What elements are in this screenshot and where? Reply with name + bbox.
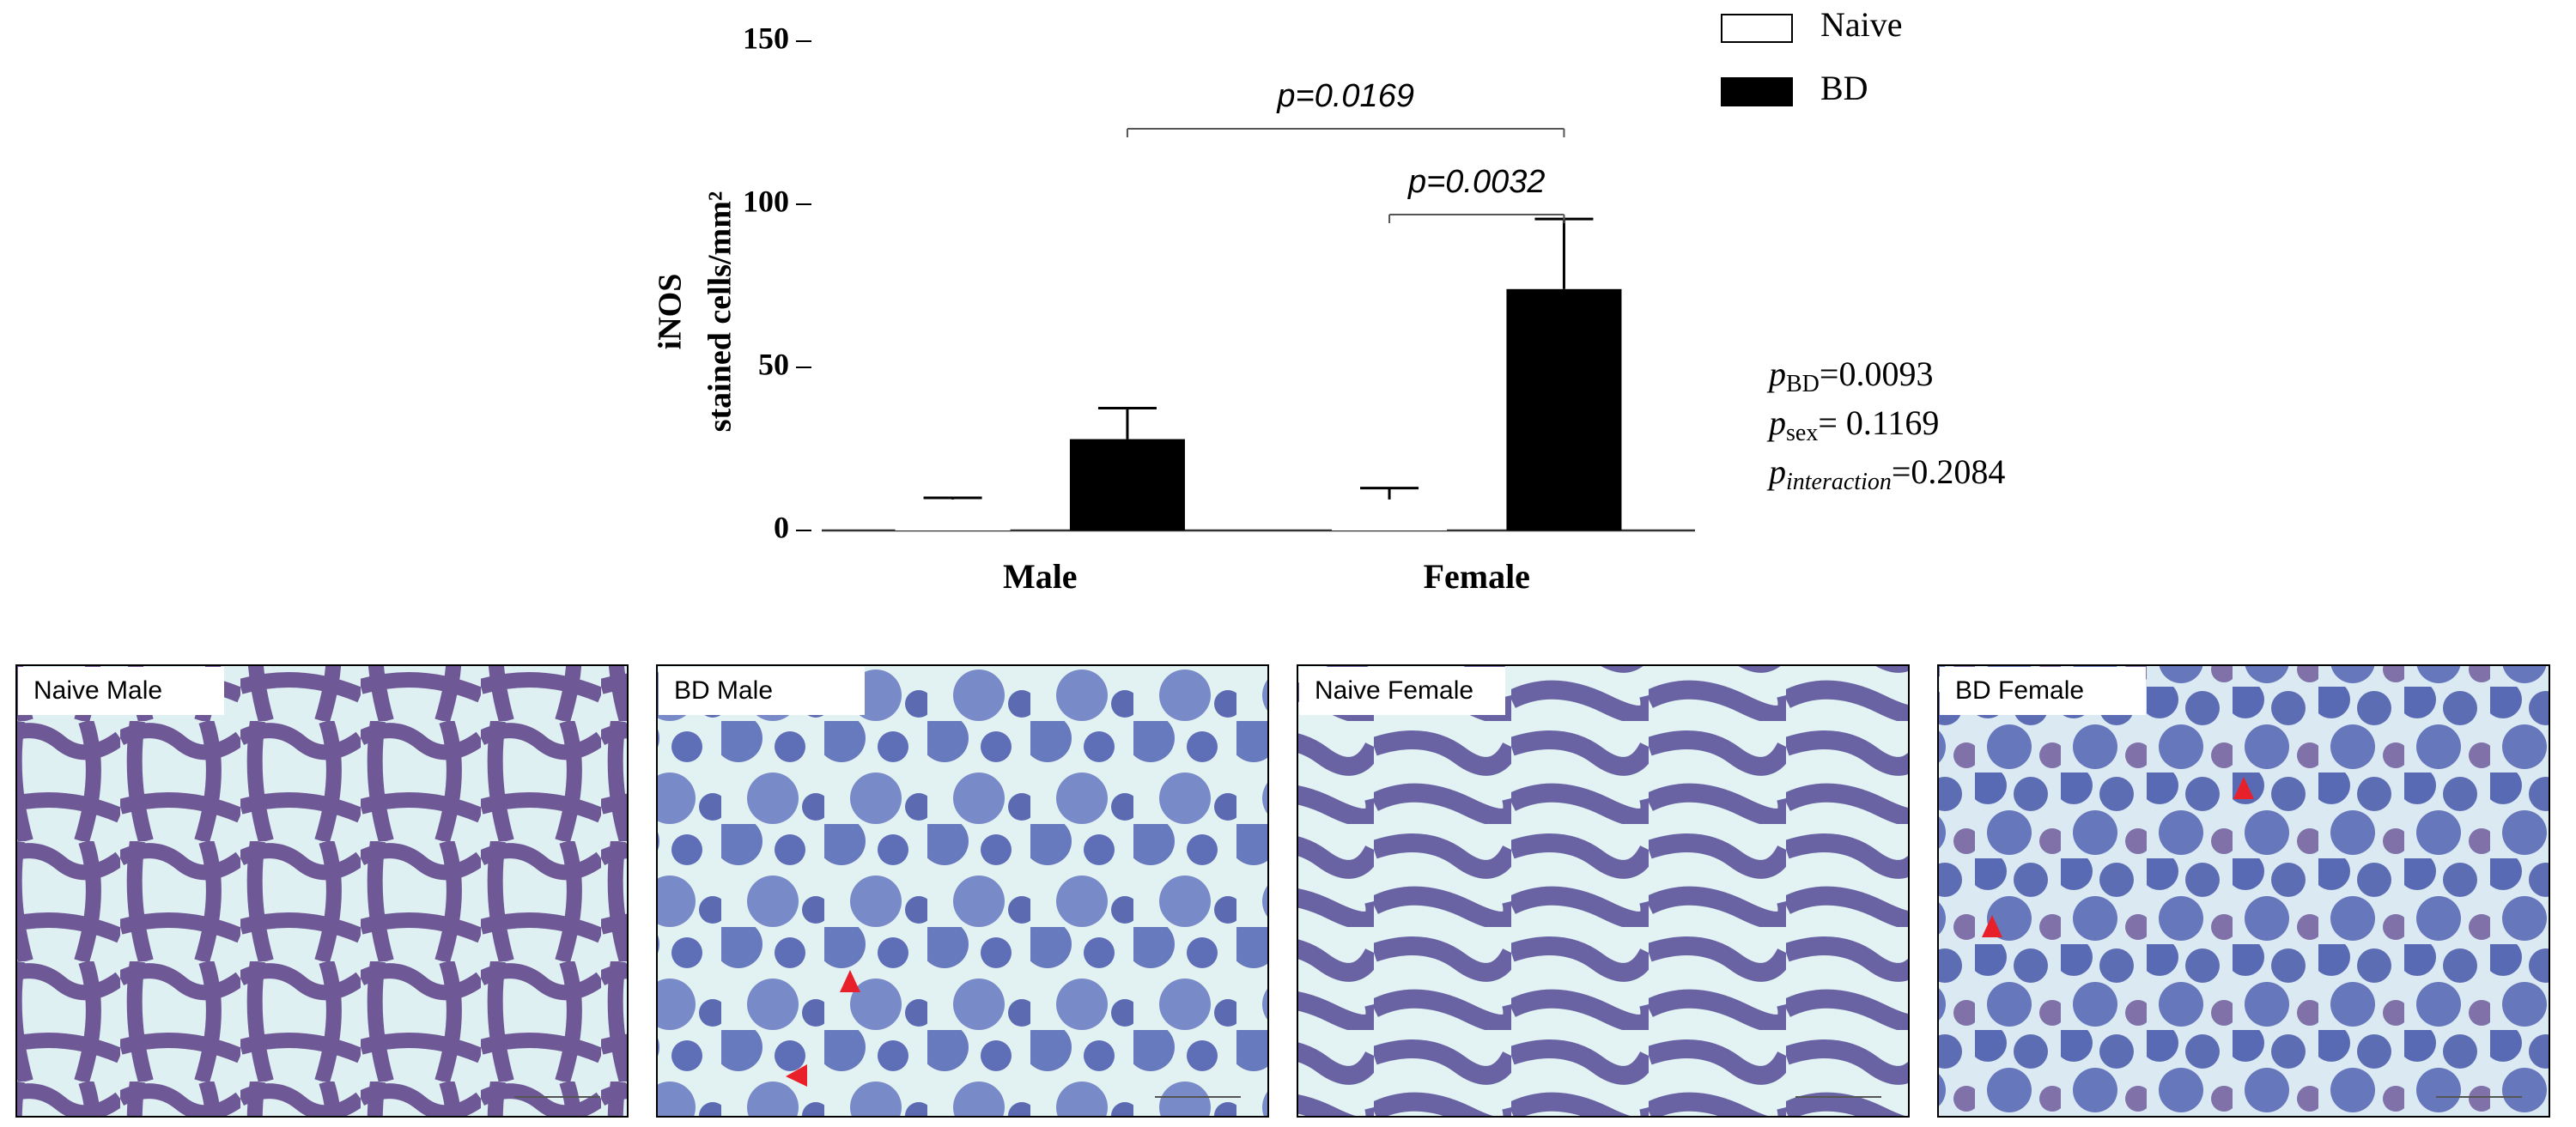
legend-swatch (1721, 77, 1793, 106)
stat-line: pinteraction=0.2084 (1766, 452, 2005, 495)
y-axis-label: stained cells/mm² (702, 191, 738, 433)
arrowhead (786, 1064, 807, 1087)
bar (1332, 499, 1448, 530)
significance-bracket: p=0.0032 (1388, 164, 1565, 223)
x-tick-label: Female (1424, 557, 1530, 596)
stat-subscript: sex (1786, 420, 1818, 446)
micrograph (1937, 664, 2550, 1118)
error-bar (1097, 407, 1157, 439)
arrowhead (840, 970, 860, 992)
stat-subscript: interaction (1786, 469, 1892, 495)
panel-label: BD Male (674, 676, 773, 705)
stat-symbol: p (1766, 452, 1786, 491)
panel-label-box (659, 667, 865, 715)
panel-label: BD Female (1955, 676, 2084, 705)
arrowhead (2233, 777, 2254, 799)
y-tick-label: 50 (758, 347, 789, 381)
stat-symbol: p (1766, 354, 1786, 393)
bar (895, 499, 1011, 530)
stat-line: psex= 0.1169 (1766, 403, 1939, 446)
significance-bracket: p=0.0169 (1126, 78, 1565, 137)
x-tick-label: Male (1003, 557, 1078, 596)
p-value: p=0.0032 (1407, 164, 1546, 200)
arrowhead (1982, 915, 2002, 937)
stat-value: =0.0093 (1820, 354, 1934, 393)
panel-label-box (18, 667, 224, 715)
micrograph (15, 664, 629, 1118)
error-bar (1534, 217, 1594, 289)
stat-line: pBD=0.0093 (1766, 354, 1933, 397)
y-tick-label: 0 (774, 510, 789, 544)
stat-subscript: BD (1786, 371, 1820, 397)
legend-label: Naive (1820, 5, 1903, 44)
panel-label-box (1299, 667, 1505, 715)
legend-label: BD (1820, 69, 1868, 107)
bar (1069, 439, 1185, 530)
error-bar (1360, 487, 1419, 500)
panel-label-box (1940, 667, 2146, 715)
legend-swatch (1721, 14, 1793, 43)
micrograph (656, 664, 1269, 1118)
bar (1506, 288, 1622, 530)
panel-label: Naive Female (1315, 676, 1473, 705)
y-axis-label: iNOS (653, 274, 689, 350)
panel-label: Naive Male (33, 676, 162, 705)
stat-symbol: p (1766, 403, 1786, 442)
error-bar (923, 496, 982, 500)
micrographs (15, 664, 2550, 1118)
y-tick-label: 100 (743, 184, 789, 218)
micrograph (1297, 664, 1910, 1118)
p-value: p=0.0169 (1276, 78, 1414, 114)
y-tick-label: 150 (743, 21, 789, 55)
stat-value: = 0.1169 (1818, 403, 1939, 442)
stat-value: =0.2084 (1892, 452, 2006, 491)
